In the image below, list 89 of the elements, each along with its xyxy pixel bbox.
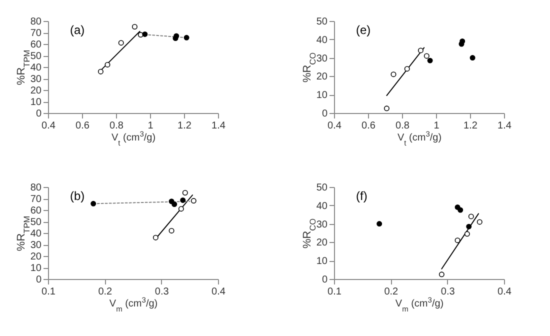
- point: [90, 200, 96, 206]
- x-tick-label: 0.2: [98, 286, 113, 298]
- point: [458, 207, 464, 213]
- y-tick-label: 40: [316, 200, 328, 212]
- point: [404, 66, 410, 72]
- point: [152, 234, 158, 240]
- point: [454, 238, 460, 244]
- point: [184, 34, 190, 40]
- x-tick-label: 0.4: [212, 286, 226, 298]
- point: [142, 31, 148, 37]
- x-tick-label: 0.8: [396, 120, 410, 132]
- y-tick-label: 40: [30, 62, 42, 74]
- point: [138, 32, 144, 38]
- point: [180, 197, 186, 203]
- y-tick-label: 30: [316, 219, 328, 230]
- y-tick-label: 70: [30, 28, 42, 39]
- y-tick-label: 30: [30, 74, 42, 85]
- point: [476, 219, 482, 225]
- x-tick-label: 0.3: [154, 286, 170, 298]
- point: [98, 68, 104, 74]
- y-tick-label: 80: [30, 16, 42, 28]
- x-tick-label: 0.8: [110, 120, 124, 132]
- point: [376, 221, 382, 227]
- x-tick-label: 0.1: [42, 286, 56, 298]
- y-tick-label: 20: [30, 86, 42, 96]
- point: [178, 206, 184, 212]
- point: [470, 55, 476, 61]
- point: [438, 272, 444, 278]
- point: [468, 214, 474, 220]
- annotation: (f): [356, 189, 368, 203]
- annotation: (b): [70, 189, 85, 203]
- x-tick-label: 0.3: [440, 286, 456, 298]
- point: [390, 72, 396, 78]
- y-tick-label: 0: [322, 108, 328, 120]
- x-tick-label: 0.4: [42, 120, 56, 132]
- x-axis-title: V$_{m}$ (cm$^{3}$/g): [395, 295, 444, 313]
- y-tick-label: 10: [30, 263, 42, 274]
- point: [168, 228, 174, 234]
- point: [464, 231, 470, 237]
- y-tick-label: 40: [316, 34, 328, 46]
- annotation: (e): [356, 23, 371, 37]
- y-tick-label: 20: [316, 72, 328, 83]
- y-tick-label: 10: [30, 97, 42, 108]
- x-tick-label: 1.2: [464, 120, 478, 132]
- y-tick-label: 60: [30, 206, 42, 216]
- x-tick-label: 0.6: [76, 120, 90, 132]
- x-axis-title: V$_{t}$ (cm$^{3}$/g): [397, 129, 442, 147]
- point: [132, 24, 138, 30]
- y-tick-label: 0: [36, 274, 42, 286]
- point: [104, 62, 110, 68]
- x-tick-label: 1.4: [212, 120, 226, 132]
- point: [172, 202, 178, 207]
- y-tick-label: 50: [316, 16, 328, 28]
- x-axis-title: V$_{t}$ (cm$^{3}$/g): [111, 129, 156, 147]
- x-tick-label: 1: [148, 120, 154, 132]
- x-tick-label: 1.2: [178, 120, 192, 132]
- point: [182, 190, 188, 196]
- point: [424, 53, 430, 59]
- x-tick-label: 0.6: [362, 120, 376, 132]
- y-tick-label: 50: [30, 217, 42, 228]
- y-tick-label: 30: [30, 240, 42, 251]
- point: [418, 48, 424, 54]
- x-tick-label: 0.2: [384, 286, 399, 298]
- point: [460, 38, 466, 44]
- y-tick-label: 30: [316, 53, 328, 64]
- y-tick-label: 80: [30, 182, 42, 194]
- x-tick-label: 1.4: [498, 120, 512, 132]
- point: [427, 58, 433, 64]
- x-tick-label: 1: [434, 120, 440, 132]
- y-tick-label: 0: [322, 274, 328, 286]
- point: [190, 198, 196, 204]
- y-tick-label: 40: [30, 228, 42, 240]
- y-tick-label: 20: [30, 252, 42, 262]
- x-tick-label: 0.1: [328, 286, 342, 298]
- x-axis-title: V$_{m}$ (cm$^{3}$/g): [109, 295, 158, 313]
- y-tick-label: 60: [30, 40, 42, 50]
- y-tick-label: 50: [30, 51, 42, 62]
- annotation: (a): [70, 23, 85, 37]
- point: [118, 40, 124, 46]
- x-tick-label: 0.4: [328, 120, 342, 132]
- y-tick-label: 0: [36, 108, 42, 120]
- y-tick-label: 20: [316, 238, 328, 249]
- y-tick-label: 50: [316, 182, 328, 194]
- x-tick-label: 0.4: [498, 286, 512, 298]
- point: [384, 106, 390, 112]
- y-tick-label: 70: [30, 194, 42, 205]
- y-tick-label: 10: [316, 90, 328, 102]
- point: [466, 224, 472, 230]
- y-tick-label: 10: [316, 256, 328, 268]
